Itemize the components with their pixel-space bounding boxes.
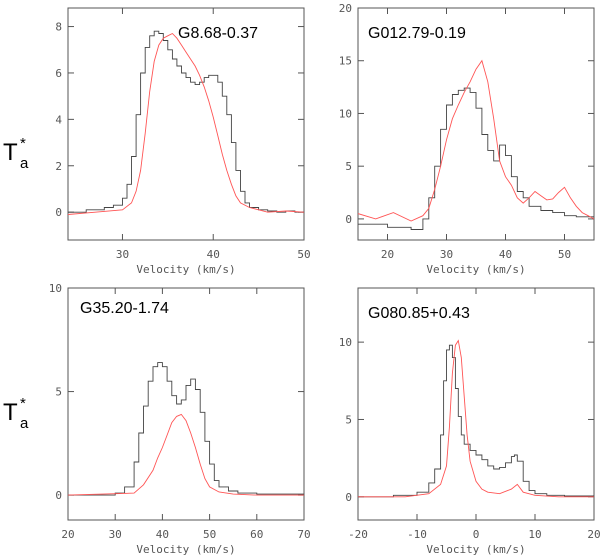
x-tick-label: 50 (558, 248, 571, 261)
x-axis-label: Velocity (km/s) (426, 263, 525, 276)
plot-title: G8.68-0.37 (178, 25, 258, 42)
y-tick-label: 10 (339, 107, 352, 120)
series-line-black (68, 30, 304, 213)
x-axis-label: Velocity (km/s) (136, 263, 235, 276)
x-tick-label: 20 (587, 528, 600, 541)
ylabel-bottom-sub: a (20, 415, 29, 432)
y-tick-label: 5 (55, 386, 62, 399)
x-tick-label: 30 (109, 528, 122, 541)
ylabel-bottom-sup: * (20, 395, 26, 412)
panel-g35-20: 20 30 40 50 60 70 0 5 10 Velocity (km/s) G35.20-1.… (49, 282, 311, 556)
y-tick-label: 10 (49, 282, 62, 295)
plot-frame (67, 7, 305, 241)
x-tick-label: -10 (407, 528, 427, 541)
ylabel-top-sup: * (20, 135, 26, 152)
x-tick-label: 50 (297, 248, 310, 261)
series-line-red (358, 339, 594, 498)
y-tick-label: 15 (339, 55, 352, 68)
plot-title: G012.79-0.19 (368, 25, 466, 42)
ylabel-top: T * a (3, 135, 29, 172)
x-tick-label: 40 (207, 248, 220, 261)
x-tick-label: 20 (61, 528, 74, 541)
panel-g8-68: 30 40 50 0 2 4 6 8 Velocity (km/s) G8.68-0.37 (55, 7, 311, 276)
x-tick-label: 0 (473, 528, 480, 541)
x-tick-label: -20 (348, 528, 368, 541)
series-line-black (68, 362, 304, 496)
y-tick-label: 5 (345, 413, 352, 426)
x-tick-label: 50 (203, 528, 216, 541)
y-tick-label: 0 (55, 206, 62, 219)
y-tick-label: 4 (55, 113, 62, 126)
x-tick-label: 30 (440, 248, 453, 261)
ylabel-bottom: T * a (3, 395, 29, 432)
y-tick-label: 8 (55, 21, 62, 34)
x-axis-label: Velocity (km/s) (426, 543, 525, 556)
x-tick-label: 70 (297, 528, 310, 541)
y-tick-label: 0 (55, 489, 62, 502)
plot-frame (357, 7, 595, 241)
y-tick-label: 0 (345, 213, 352, 226)
x-tick-label: 20 (381, 248, 394, 261)
series-line-red (68, 32, 304, 215)
y-tick-label: 6 (55, 67, 62, 80)
x-axis-label: Velocity (km/s) (136, 543, 235, 556)
plot-title: G080.85+0.43 (368, 305, 470, 322)
plot-frame (357, 287, 595, 521)
x-tick-label: 40 (499, 248, 512, 261)
x-tick-label: 60 (250, 528, 263, 541)
ylabel-bottom-main: T (3, 399, 18, 426)
y-tick-label: 0 (345, 491, 352, 504)
x-tick-label: 10 (528, 528, 541, 541)
y-tick-label: 20 (339, 2, 352, 15)
series-line-red (68, 413, 304, 496)
panel-g012-79: 20 30 40 50 0 5 10 15 20 Velocity (km/s) G012.79-0… (339, 2, 595, 276)
series-line-black (358, 87, 594, 230)
plot-frame (67, 287, 305, 521)
x-tick-label: 40 (156, 528, 169, 541)
y-tick-label: 2 (55, 160, 62, 173)
ylabel-top-sub: a (20, 155, 29, 172)
y-tick-label: 10 (339, 336, 352, 349)
ylabel-top-main: T (3, 139, 18, 166)
x-tick-label: 30 (116, 248, 129, 261)
series-line-red (358, 59, 594, 222)
y-tick-label: 5 (345, 160, 352, 173)
series-line-black (358, 344, 594, 498)
plot-title: G35.20-1.74 (80, 300, 169, 317)
